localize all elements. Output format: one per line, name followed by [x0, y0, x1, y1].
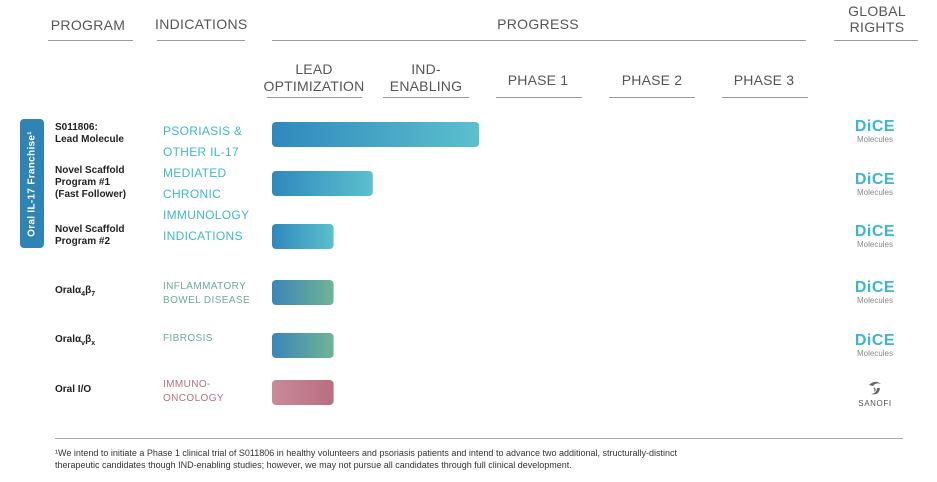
program-novel-scaffold-2: Novel Scaffold Program #2 [55, 224, 125, 247]
indication-immuno-oncology: IMMUNO- ONCOLOGY [163, 379, 224, 404]
footnote: ¹We intend to initiate a Phase 1 clinica… [55, 448, 678, 470]
header-progress-underline [272, 40, 806, 41]
bar-oral-avbx [272, 333, 334, 358]
dice-logo-text: DiCE [854, 223, 896, 240]
dice-logo-text: DiCE [854, 279, 896, 296]
header-indications: INDICATIONS [155, 16, 248, 32]
rights-dice-5: DiCE Molecules [845, 332, 905, 359]
dice-logo-text: DiCE [854, 332, 896, 349]
bar-oral-a4b7 [272, 280, 334, 305]
program-oral-a4b7: Oralα4β7 [55, 285, 96, 298]
footnote-divider [55, 438, 903, 439]
phase-1-underline [496, 97, 582, 98]
rights-dice-4: DiCE Molecules [845, 279, 905, 306]
bar-oral-io [272, 380, 334, 405]
dice-logo-text: DiCE [854, 171, 896, 188]
phase-2-underline [609, 97, 695, 98]
phase-3: PHASE 3 [733, 72, 795, 88]
phase-lead-optimization-underline [267, 97, 362, 98]
phase-2: PHASE 2 [621, 72, 683, 88]
header-indications-underline [157, 40, 245, 41]
phase-ind-enabling: IND- ENABLING [389, 61, 463, 94]
sanofi-logo-icon [869, 381, 881, 395]
dice-logo-text: DiCE [854, 118, 896, 135]
header-program-underline [48, 40, 133, 41]
program-novel-scaffold-1: Novel Scaffold Program #1 (Fast Follower) [55, 165, 127, 200]
header-global-rights-underline [834, 40, 918, 41]
indication-ibd: INFLAMMATORY BOWEL DISEASE [163, 281, 251, 306]
bar-novel-scaffold-2 [272, 224, 334, 249]
phase-ind-enabling-underline [383, 97, 469, 98]
bar-novel-scaffold-1 [272, 171, 373, 196]
rights-sanofi: SANOFI [845, 378, 905, 408]
phase-1: PHASE 1 [507, 72, 569, 88]
indication-fibrosis: FIBROSIS [163, 333, 213, 344]
rights-dice-1: DiCE Molecules [845, 118, 905, 145]
bar-s011806 [272, 122, 480, 147]
header-progress: PROGRESS [497, 16, 579, 32]
oral-il17-franchise-badge: Oral IL-17 Franchise¹ [20, 119, 44, 248]
program-oral-io: Oral I/O [55, 384, 92, 395]
indication-il17: PSORIASIS & OTHER IL-17 MEDIATED CHRONIC… [163, 124, 250, 243]
phase-lead-optimization: LEAD OPTIMIZATION [263, 61, 365, 94]
header-global-rights: GLOBAL RIGHTS [848, 3, 906, 35]
header-program: PROGRAM [50, 17, 126, 33]
rights-dice-3: DiCE Molecules [845, 223, 905, 250]
phase-3-underline [722, 97, 808, 98]
rights-dice-2: DiCE Molecules [845, 171, 905, 198]
program-oral-avbx: Oralαvβx [55, 334, 96, 347]
program-s011806: S011806: Lead Molecule [55, 122, 124, 145]
